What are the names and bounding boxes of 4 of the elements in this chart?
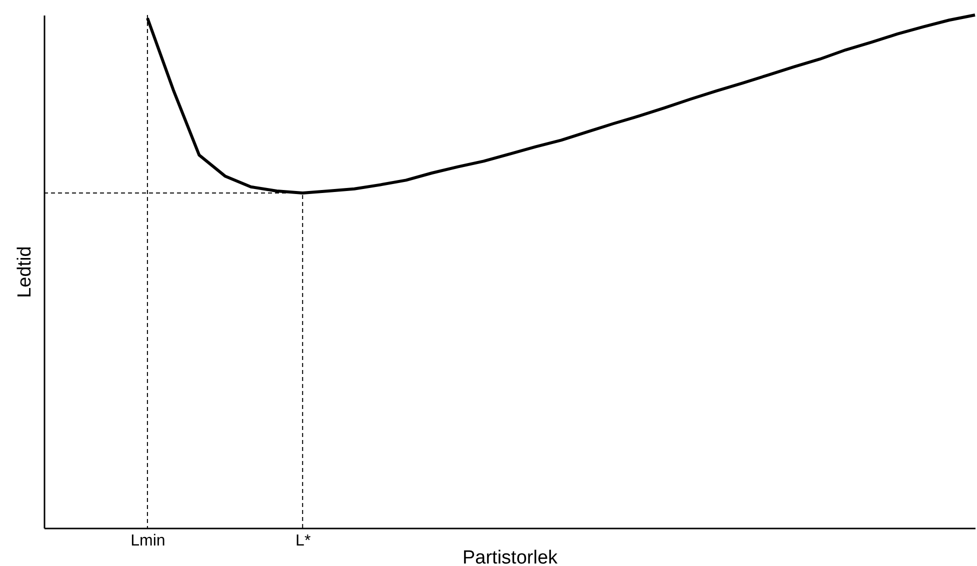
x-tick-label: Lmin xyxy=(130,532,166,550)
x-tick-label: L* xyxy=(296,532,311,550)
y-axis-title: Ledtid xyxy=(14,246,36,298)
x-axis-title: Partistorlek xyxy=(462,548,558,566)
